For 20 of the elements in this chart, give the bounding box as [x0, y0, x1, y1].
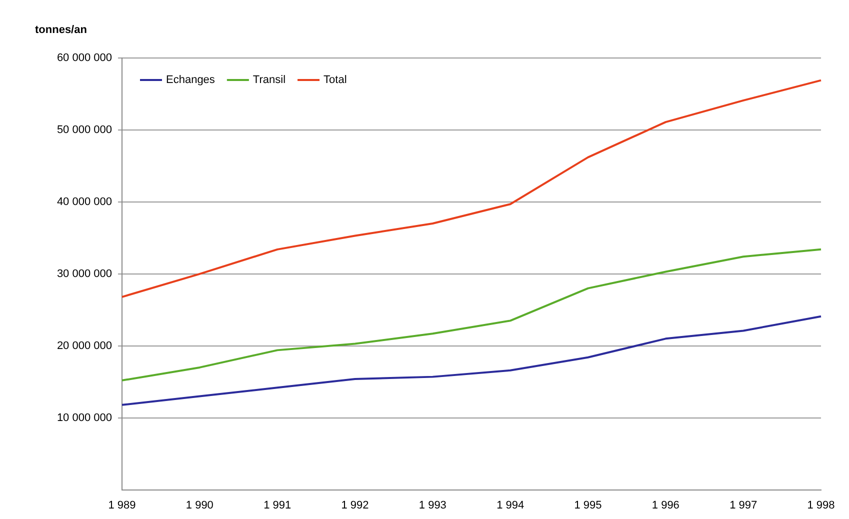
x-tick-label: 1 997: [730, 499, 758, 512]
x-tick-label: 1 993: [418, 499, 446, 512]
y-tick-label: 30 000 000: [56, 268, 112, 280]
y-tick-label: 20 000 000: [56, 340, 112, 352]
y-tick-label: 40 000 000: [56, 196, 112, 208]
x-tick-label: 1 989: [108, 499, 136, 512]
x-tick-label: 1 996: [652, 499, 680, 512]
x-tick-label: 1 992: [341, 499, 369, 512]
y-tick-label: 60 000 000: [56, 52, 112, 64]
y-tick-label: 50 000 000: [56, 124, 112, 136]
x-tick-label: 1 994: [496, 499, 524, 512]
legend-label: Total: [324, 74, 347, 86]
x-tick-label: 1 991: [264, 499, 292, 512]
x-tick-label: 1 995: [574, 499, 602, 512]
y-tick-label: 10 000 000: [56, 412, 112, 424]
x-tick-label: 1 990: [186, 499, 214, 512]
x-tick-label: 1 998: [807, 499, 835, 512]
legend-label: Transil: [252, 74, 286, 86]
y-axis-title: tonnes/an: [35, 24, 88, 36]
legend-label: Echanges: [166, 74, 216, 86]
